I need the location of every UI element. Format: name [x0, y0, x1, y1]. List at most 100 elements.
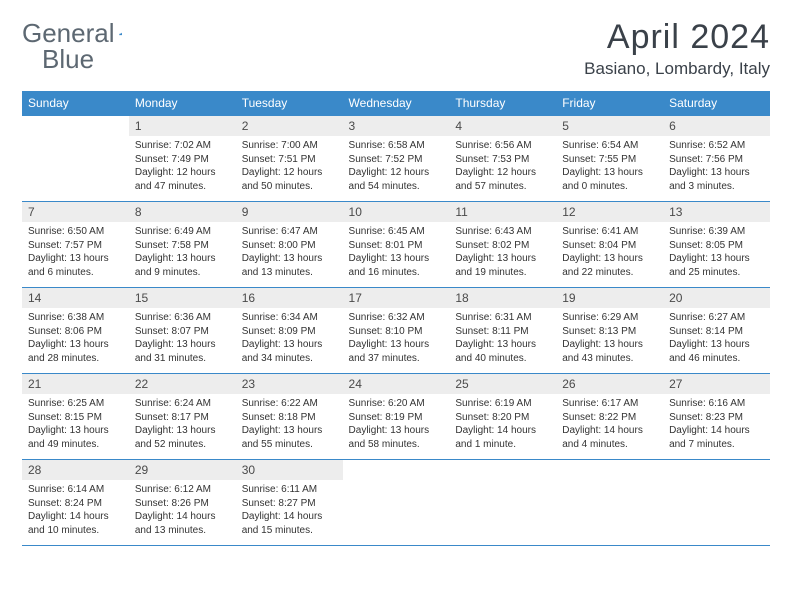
daylight-text: Daylight: 13 hours and 49 minutes.	[28, 424, 123, 451]
day-number: 21	[22, 374, 129, 394]
day-cell: 17Sunrise: 6:32 AMSunset: 8:10 PMDayligh…	[343, 288, 450, 374]
sunrise-text: Sunrise: 6:39 AM	[669, 225, 764, 239]
sunset-text: Sunset: 8:19 PM	[349, 411, 444, 425]
day-number: 12	[556, 202, 663, 222]
sunrise-text: Sunrise: 6:12 AM	[135, 483, 230, 497]
sunset-text: Sunset: 8:17 PM	[135, 411, 230, 425]
daylight-text: Daylight: 13 hours and 31 minutes.	[135, 338, 230, 365]
day-number: 28	[22, 460, 129, 480]
sunrise-text: Sunrise: 6:47 AM	[242, 225, 337, 239]
sunset-text: Sunset: 8:01 PM	[349, 239, 444, 253]
day-body: Sunrise: 6:58 AMSunset: 7:52 PMDaylight:…	[343, 136, 450, 197]
day-number: 25	[449, 374, 556, 394]
sunset-text: Sunset: 8:00 PM	[242, 239, 337, 253]
day-cell: 28Sunrise: 6:14 AMSunset: 8:24 PMDayligh…	[22, 460, 129, 546]
flag-icon	[119, 25, 122, 43]
day-body: Sunrise: 6:16 AMSunset: 8:23 PMDaylight:…	[663, 394, 770, 455]
sunrise-text: Sunrise: 6:14 AM	[28, 483, 123, 497]
sunrise-text: Sunrise: 6:36 AM	[135, 311, 230, 325]
location: Basiano, Lombardy, Italy	[584, 59, 770, 79]
day-number	[663, 460, 770, 466]
title-block: April 2024 Basiano, Lombardy, Italy	[584, 18, 770, 79]
day-cell: 11Sunrise: 6:43 AMSunset: 8:02 PMDayligh…	[449, 202, 556, 288]
day-cell: 8Sunrise: 6:49 AMSunset: 7:58 PMDaylight…	[129, 202, 236, 288]
day-number: 6	[663, 116, 770, 136]
week-row: 21Sunrise: 6:25 AMSunset: 8:15 PMDayligh…	[22, 374, 770, 460]
day-cell: 7Sunrise: 6:50 AMSunset: 7:57 PMDaylight…	[22, 202, 129, 288]
sunrise-text: Sunrise: 6:25 AM	[28, 397, 123, 411]
sunset-text: Sunset: 8:09 PM	[242, 325, 337, 339]
sunrise-text: Sunrise: 6:34 AM	[242, 311, 337, 325]
daylight-text: Daylight: 14 hours and 4 minutes.	[562, 424, 657, 451]
day-cell: 24Sunrise: 6:20 AMSunset: 8:19 PMDayligh…	[343, 374, 450, 460]
sunset-text: Sunset: 8:06 PM	[28, 325, 123, 339]
sunset-text: Sunset: 7:57 PM	[28, 239, 123, 253]
day-body: Sunrise: 6:22 AMSunset: 8:18 PMDaylight:…	[236, 394, 343, 455]
sunset-text: Sunset: 8:23 PM	[669, 411, 764, 425]
day-cell: 30Sunrise: 6:11 AMSunset: 8:27 PMDayligh…	[236, 460, 343, 546]
sunrise-text: Sunrise: 6:50 AM	[28, 225, 123, 239]
sunset-text: Sunset: 8:18 PM	[242, 411, 337, 425]
day-number: 29	[129, 460, 236, 480]
day-body: Sunrise: 7:02 AMSunset: 7:49 PMDaylight:…	[129, 136, 236, 197]
sunset-text: Sunset: 7:49 PM	[135, 153, 230, 167]
day-body: Sunrise: 6:24 AMSunset: 8:17 PMDaylight:…	[129, 394, 236, 455]
sunset-text: Sunset: 8:24 PM	[28, 497, 123, 511]
day-cell: 15Sunrise: 6:36 AMSunset: 8:07 PMDayligh…	[129, 288, 236, 374]
day-number: 23	[236, 374, 343, 394]
sunrise-text: Sunrise: 6:49 AM	[135, 225, 230, 239]
col-fri: Friday	[556, 91, 663, 116]
daylight-text: Daylight: 13 hours and 28 minutes.	[28, 338, 123, 365]
sunset-text: Sunset: 8:11 PM	[455, 325, 550, 339]
day-number: 5	[556, 116, 663, 136]
brand-text-2: Blue	[42, 44, 94, 75]
day-body: Sunrise: 6:14 AMSunset: 8:24 PMDaylight:…	[22, 480, 129, 541]
daylight-text: Daylight: 13 hours and 22 minutes.	[562, 252, 657, 279]
day-body: Sunrise: 6:39 AMSunset: 8:05 PMDaylight:…	[663, 222, 770, 283]
daylight-text: Daylight: 13 hours and 34 minutes.	[242, 338, 337, 365]
day-cell: 2Sunrise: 7:00 AMSunset: 7:51 PMDaylight…	[236, 116, 343, 202]
day-number: 3	[343, 116, 450, 136]
sunrise-text: Sunrise: 6:56 AM	[455, 139, 550, 153]
day-cell: 27Sunrise: 6:16 AMSunset: 8:23 PMDayligh…	[663, 374, 770, 460]
col-sun: Sunday	[22, 91, 129, 116]
day-body: Sunrise: 6:38 AMSunset: 8:06 PMDaylight:…	[22, 308, 129, 369]
daylight-text: Daylight: 13 hours and 37 minutes.	[349, 338, 444, 365]
sunrise-text: Sunrise: 7:00 AM	[242, 139, 337, 153]
daylight-text: Daylight: 12 hours and 47 minutes.	[135, 166, 230, 193]
daylight-text: Daylight: 14 hours and 13 minutes.	[135, 510, 230, 537]
day-number: 9	[236, 202, 343, 222]
sunset-text: Sunset: 8:07 PM	[135, 325, 230, 339]
daylight-text: Daylight: 13 hours and 16 minutes.	[349, 252, 444, 279]
day-number: 4	[449, 116, 556, 136]
day-number: 17	[343, 288, 450, 308]
week-row: 7Sunrise: 6:50 AMSunset: 7:57 PMDaylight…	[22, 202, 770, 288]
sunrise-text: Sunrise: 6:20 AM	[349, 397, 444, 411]
week-row: 14Sunrise: 6:38 AMSunset: 8:06 PMDayligh…	[22, 288, 770, 374]
day-cell: 21Sunrise: 6:25 AMSunset: 8:15 PMDayligh…	[22, 374, 129, 460]
sunrise-text: Sunrise: 6:32 AM	[349, 311, 444, 325]
day-number: 11	[449, 202, 556, 222]
day-body: Sunrise: 6:52 AMSunset: 7:56 PMDaylight:…	[663, 136, 770, 197]
daylight-text: Daylight: 12 hours and 50 minutes.	[242, 166, 337, 193]
day-number: 24	[343, 374, 450, 394]
sunrise-text: Sunrise: 6:41 AM	[562, 225, 657, 239]
day-cell: 22Sunrise: 6:24 AMSunset: 8:17 PMDayligh…	[129, 374, 236, 460]
daylight-text: Daylight: 14 hours and 10 minutes.	[28, 510, 123, 537]
sunset-text: Sunset: 8:20 PM	[455, 411, 550, 425]
daylight-text: Daylight: 13 hours and 6 minutes.	[28, 252, 123, 279]
day-body: Sunrise: 6:41 AMSunset: 8:04 PMDaylight:…	[556, 222, 663, 283]
day-cell	[556, 460, 663, 546]
day-number: 1	[129, 116, 236, 136]
day-cell: 14Sunrise: 6:38 AMSunset: 8:06 PMDayligh…	[22, 288, 129, 374]
daylight-text: Daylight: 13 hours and 46 minutes.	[669, 338, 764, 365]
sunrise-text: Sunrise: 6:29 AM	[562, 311, 657, 325]
week-row: 28Sunrise: 6:14 AMSunset: 8:24 PMDayligh…	[22, 460, 770, 546]
top-bar: General April 2024 Basiano, Lombardy, It…	[22, 18, 770, 79]
daylight-text: Daylight: 12 hours and 57 minutes.	[455, 166, 550, 193]
day-body: Sunrise: 6:32 AMSunset: 8:10 PMDaylight:…	[343, 308, 450, 369]
daylight-text: Daylight: 12 hours and 54 minutes.	[349, 166, 444, 193]
day-body: Sunrise: 7:00 AMSunset: 7:51 PMDaylight:…	[236, 136, 343, 197]
col-sat: Saturday	[663, 91, 770, 116]
daylight-text: Daylight: 13 hours and 0 minutes.	[562, 166, 657, 193]
